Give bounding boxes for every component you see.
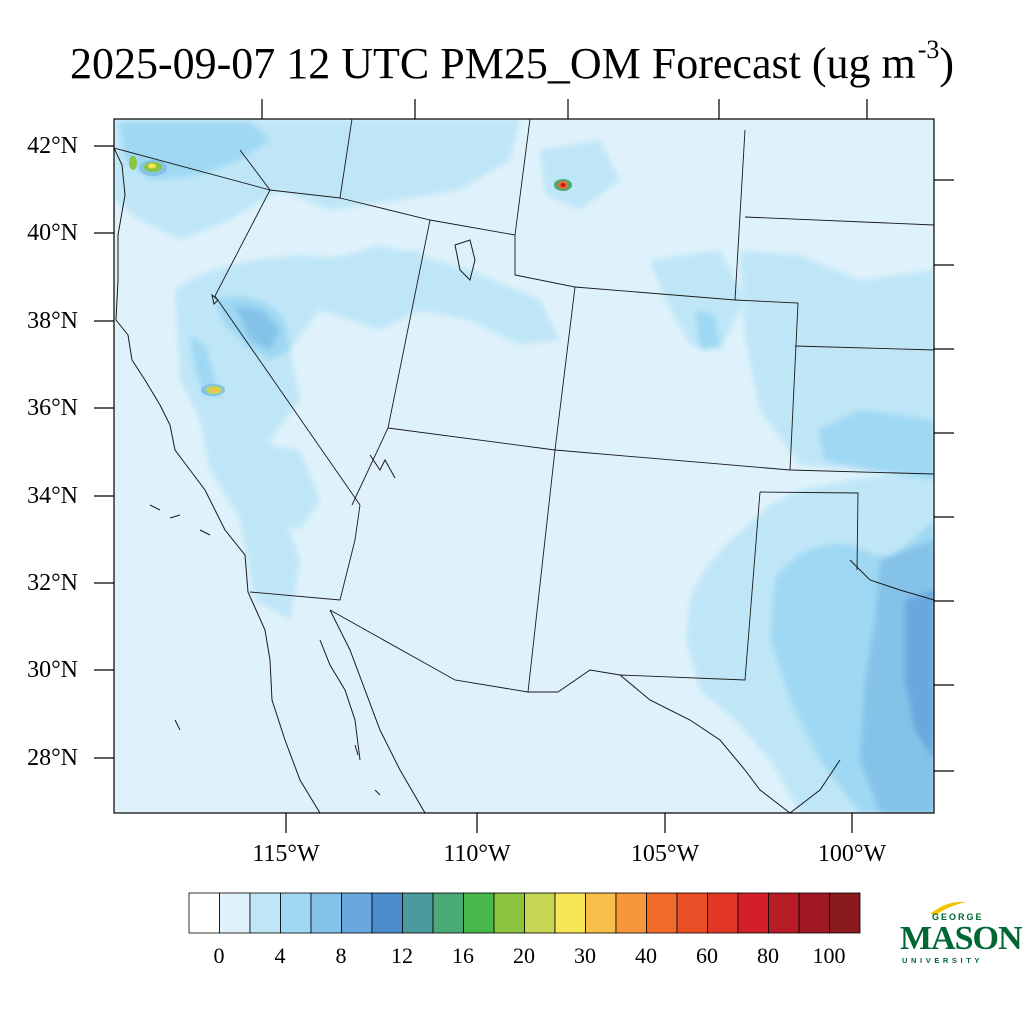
coastlines <box>114 147 934 813</box>
colorbar-swatch <box>280 892 312 934</box>
lon-label: 115°W <box>252 841 320 867</box>
lon-label: 105°W <box>630 841 700 867</box>
state-boundaries <box>114 119 934 693</box>
map-title: 2025-09-07 12 UTC PM25_OM Forecast (ug m… <box>69 35 955 88</box>
lon-label: 110°W <box>443 841 511 867</box>
colorbar-swatch <box>707 892 739 934</box>
colorbar-swatch <box>676 892 708 934</box>
colorbar-label: 80 <box>757 943 779 968</box>
colorbar-swatch <box>768 892 800 934</box>
lon-label: 100°W <box>817 841 887 867</box>
colorbar-swatch <box>463 892 495 934</box>
colorbar-swatch <box>585 892 617 934</box>
colorbar-swatch <box>798 892 830 934</box>
map-frame <box>113 118 935 814</box>
colorbar <box>188 892 861 934</box>
colorbar-swatch <box>341 892 373 934</box>
colorbar-label: 20 <box>513 943 535 968</box>
colorbar-swatch <box>524 892 556 934</box>
colorbar-swatch <box>310 892 342 934</box>
colorbar-label: 40 <box>635 943 657 968</box>
colorbar-swatch <box>188 892 220 934</box>
colorbar-label: 100 <box>812 943 846 968</box>
concentration-field <box>114 119 934 813</box>
colorbar-label: 4 <box>274 943 286 968</box>
logo-mason-text: MASON <box>900 920 1023 957</box>
lat-label: 32°N <box>27 570 78 596</box>
colorbar-label: 0 <box>213 943 225 968</box>
colorbar-swatch <box>829 892 861 934</box>
colorbar-swatch <box>432 892 464 934</box>
colorbar-swatch <box>554 892 586 934</box>
lat-label: 42°N <box>27 133 78 159</box>
lat-label: 38°N <box>27 308 78 334</box>
lat-ticks <box>94 145 114 759</box>
lon-ticks <box>285 813 853 833</box>
lat-label: 40°N <box>27 220 78 246</box>
colorbar-swatch <box>402 892 434 934</box>
colorbar-label: 16 <box>452 943 474 968</box>
right-ticks <box>934 179 954 772</box>
colorbar-swatch <box>615 892 647 934</box>
lat-label: 36°N <box>27 395 78 421</box>
lat-label: 30°N <box>27 657 78 683</box>
gmu-logo: GEORGE MASON UNIVERSITY <box>898 900 1023 970</box>
colorbar-swatch <box>371 892 403 934</box>
logo-swoosh-icon <box>930 901 966 915</box>
lat-label: 28°N <box>27 745 78 771</box>
colorbar-label: 60 <box>696 943 718 968</box>
colorbar-label: 8 <box>335 943 347 968</box>
colorbar-swatch <box>219 892 251 934</box>
logo-george-text: GEORGE <box>932 912 984 922</box>
logo-university-text: UNIVERSITY <box>902 956 984 965</box>
colorbar-label: 12 <box>391 943 413 968</box>
lat-label: 34°N <box>27 483 78 509</box>
colorbar-swatch <box>249 892 281 934</box>
hotspot-markers <box>129 156 572 396</box>
colorbar-swatch <box>493 892 525 934</box>
top-ticks <box>261 99 868 119</box>
colorbar-swatch <box>646 892 678 934</box>
colorbar-label: 30 <box>574 943 596 968</box>
colorbar-swatch <box>737 892 769 934</box>
